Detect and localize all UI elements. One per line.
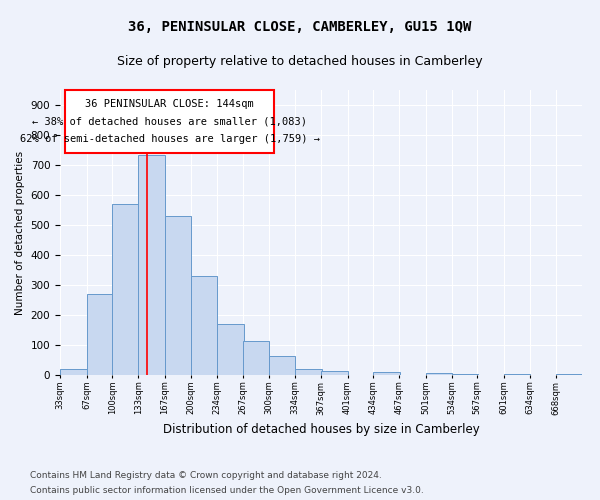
Text: Contains public sector information licensed under the Open Government Licence v3: Contains public sector information licen… (30, 486, 424, 495)
Bar (504, 374, 530, 375)
X-axis label: Distribution of detached houses by size in Camberley: Distribution of detached houses by size … (163, 423, 479, 436)
Bar (556, 374, 583, 375)
Bar (243, 340, 269, 375)
Text: 36, PENINSULAR CLOSE, CAMBERLEY, GU15 1QW: 36, PENINSULAR CLOSE, CAMBERLEY, GU15 1Q… (128, 20, 472, 34)
Text: 62% of semi-detached houses are larger (1,759) →: 62% of semi-detached houses are larger (… (20, 134, 320, 144)
Text: 36 PENINSULAR CLOSE: 144sqm: 36 PENINSULAR CLOSE: 144sqm (85, 99, 254, 109)
Bar (138, 154, 165, 375)
Bar (269, 356, 295, 375)
Bar (60, 369, 86, 375)
Bar (321, 371, 347, 375)
Bar (426, 372, 452, 375)
Bar (191, 276, 217, 375)
Y-axis label: Number of detached properties: Number of detached properties (15, 150, 25, 314)
FancyBboxPatch shape (65, 90, 274, 152)
Bar (86, 294, 113, 375)
Bar (165, 216, 191, 375)
Bar (112, 204, 139, 375)
Bar (217, 324, 244, 375)
Bar (373, 372, 400, 375)
Bar (452, 374, 478, 375)
Bar (295, 369, 322, 375)
Text: Size of property relative to detached houses in Camberley: Size of property relative to detached ho… (117, 55, 483, 68)
Text: ← 38% of detached houses are smaller (1,083): ← 38% of detached houses are smaller (1,… (32, 116, 307, 126)
Text: Contains HM Land Registry data © Crown copyright and database right 2024.: Contains HM Land Registry data © Crown c… (30, 471, 382, 480)
